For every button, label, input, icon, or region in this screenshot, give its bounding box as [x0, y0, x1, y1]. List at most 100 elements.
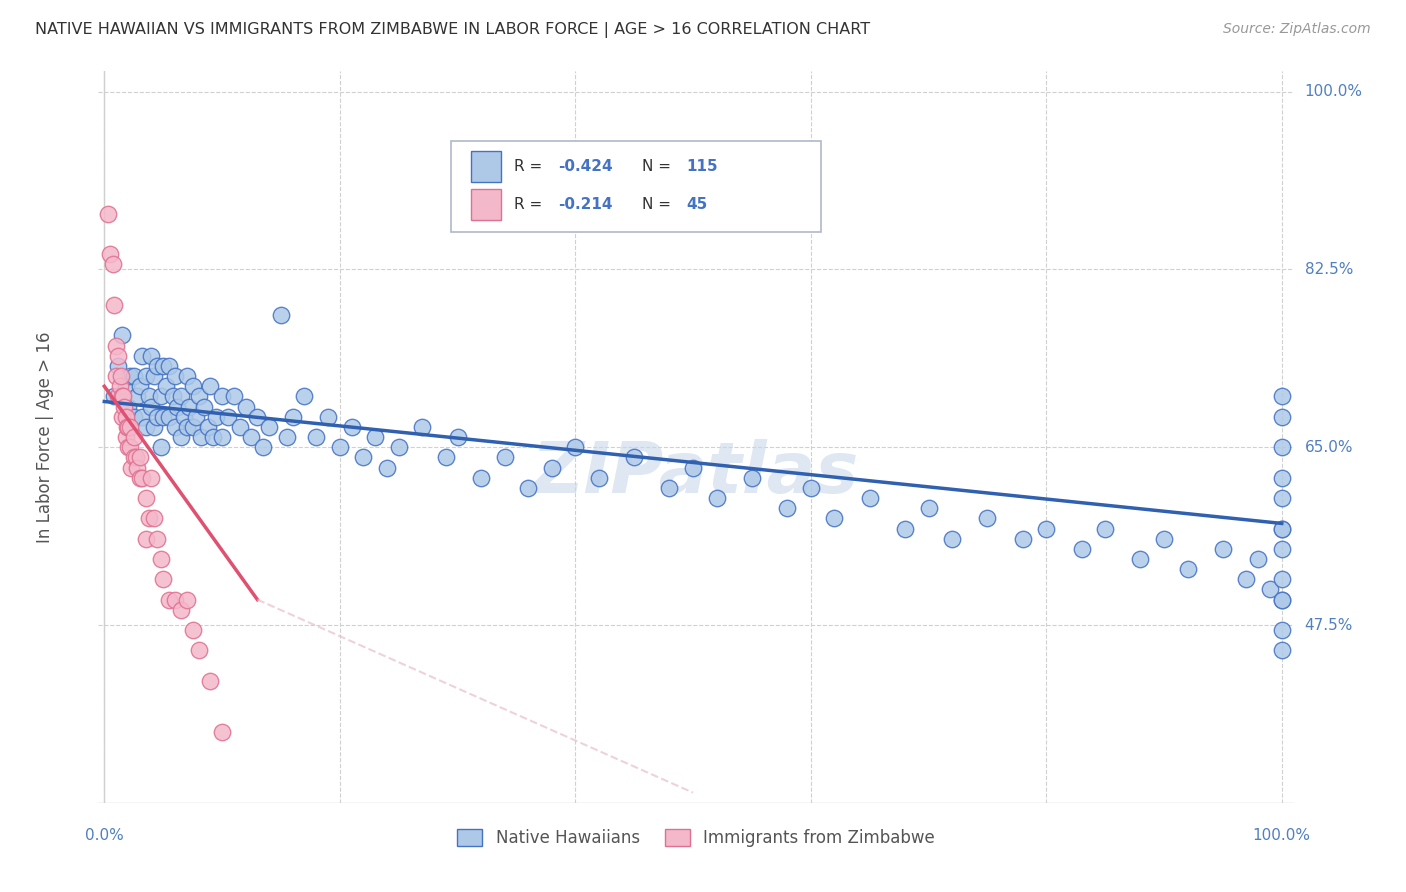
Point [270, 308, 292, 322]
Point [211, 389, 233, 403]
Point [176, 420, 198, 434]
Point [114, 409, 136, 424]
Point [131, 471, 153, 485]
Text: NATIVE HAWAIIAN VS IMMIGRANTS FROM ZIMBABWE IN LABOR FORCE | AGE > 16 CORRELATIO: NATIVE HAWAIIAN VS IMMIGRANTS FROM ZIMBA… [35, 22, 870, 38]
Point [134, 532, 156, 546]
FancyBboxPatch shape [471, 151, 501, 182]
Point [134, 369, 156, 384]
Point [117, 420, 139, 434]
Point [138, 511, 160, 525]
Text: N =: N = [643, 197, 676, 212]
Point [142, 369, 165, 384]
Point [111, 328, 134, 343]
Point [105, 369, 128, 384]
Point [181, 623, 204, 637]
Point [217, 409, 239, 424]
Point [105, 338, 128, 352]
Point [375, 460, 398, 475]
Point [411, 420, 433, 434]
Point [114, 379, 136, 393]
Point [176, 369, 198, 384]
Point [1271, 592, 1294, 607]
Point [127, 460, 149, 475]
Point [364, 430, 387, 444]
Point [141, 349, 163, 363]
Point [110, 369, 132, 384]
Point [146, 409, 169, 424]
Point [173, 409, 195, 424]
Point [120, 460, 142, 475]
Point [122, 450, 145, 465]
Point [176, 592, 198, 607]
Point [941, 532, 963, 546]
Point [1129, 552, 1152, 566]
Point [146, 359, 169, 373]
Point [187, 389, 209, 403]
Point [134, 491, 156, 505]
Point [1271, 409, 1294, 424]
Text: R =: R = [515, 197, 547, 212]
Point [1094, 521, 1116, 535]
Point [120, 440, 142, 454]
Point [152, 359, 174, 373]
Point [222, 389, 245, 403]
Point [917, 501, 939, 516]
Point [316, 409, 339, 424]
Point [240, 430, 263, 444]
Point [103, 298, 125, 312]
Point [894, 521, 917, 535]
Point [131, 409, 153, 424]
Point [200, 673, 222, 688]
Point [1035, 521, 1057, 535]
Point [141, 400, 163, 414]
Point [1271, 643, 1294, 657]
Point [114, 430, 136, 444]
Point [211, 430, 233, 444]
Point [682, 460, 704, 475]
Point [235, 400, 257, 414]
Point [163, 592, 186, 607]
Point [623, 450, 645, 465]
Point [120, 369, 142, 384]
Point [112, 389, 135, 403]
Point [128, 450, 150, 465]
Point [190, 430, 212, 444]
Point [122, 409, 145, 424]
Point [388, 440, 411, 454]
Text: -0.214: -0.214 [558, 197, 613, 212]
Point [1271, 471, 1294, 485]
Point [193, 400, 215, 414]
Point [1271, 623, 1294, 637]
Point [107, 389, 129, 403]
Point [125, 450, 148, 465]
Text: 47.5%: 47.5% [1305, 617, 1353, 632]
Point [120, 420, 142, 434]
Point [1271, 592, 1294, 607]
Point [352, 450, 374, 465]
Point [228, 420, 250, 434]
Point [823, 511, 845, 525]
Point [141, 471, 163, 485]
Point [186, 409, 208, 424]
Point [152, 409, 174, 424]
Point [163, 420, 186, 434]
Point [111, 409, 134, 424]
Point [588, 471, 610, 485]
Point [122, 369, 145, 384]
Point [149, 389, 172, 403]
Text: Source: ZipAtlas.com: Source: ZipAtlas.com [1223, 22, 1371, 37]
Point [127, 389, 149, 403]
Point [131, 349, 153, 363]
Point [170, 603, 193, 617]
Point [1271, 521, 1294, 535]
Point [1271, 572, 1294, 586]
Point [201, 430, 224, 444]
Point [155, 379, 177, 393]
Text: 0.0%: 0.0% [84, 828, 124, 843]
Point [246, 409, 269, 424]
Point [517, 481, 540, 495]
Legend: Native Hawaiians, Immigrants from Zimbabwe: Native Hawaiians, Immigrants from Zimbab… [450, 822, 942, 854]
Point [101, 257, 124, 271]
Point [470, 471, 492, 485]
Point [98, 247, 121, 261]
